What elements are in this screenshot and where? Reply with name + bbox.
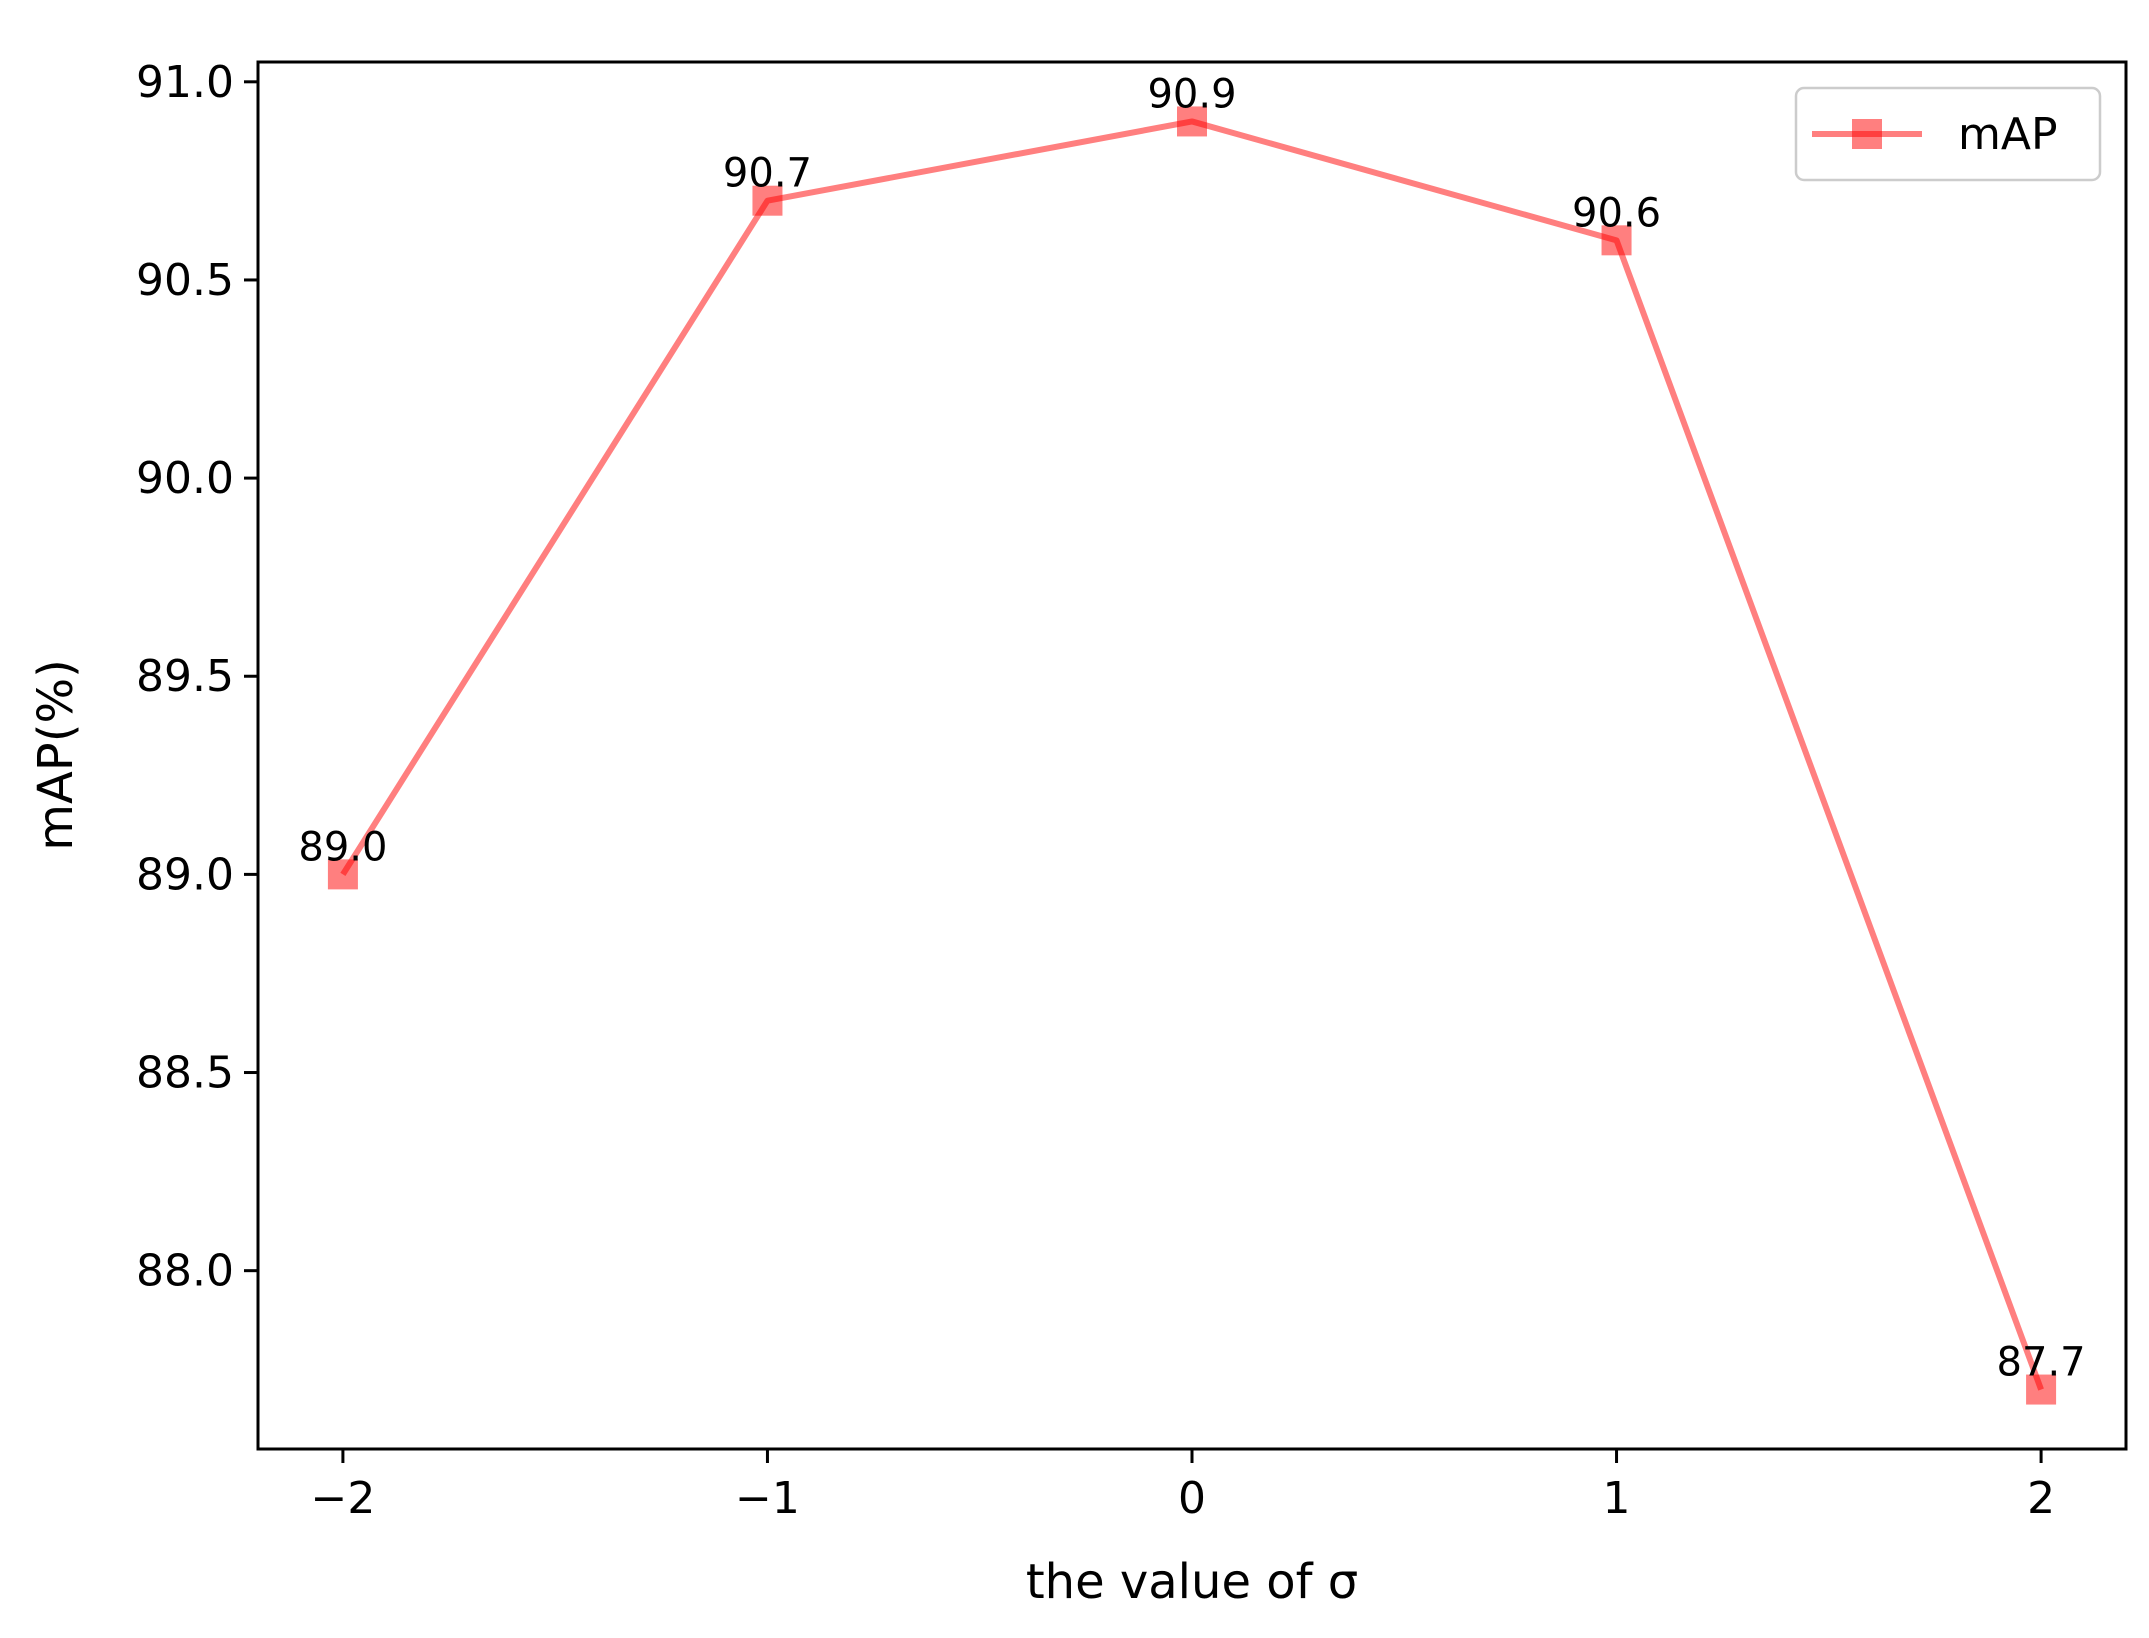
y-axis-label: mAP(%)	[28, 659, 84, 851]
y-tick-label: 89.0	[136, 849, 234, 900]
x-tick-label: −1	[735, 1473, 800, 1524]
data-point-marker	[2026, 1374, 2057, 1405]
y-tick-label: 88.5	[136, 1048, 234, 1099]
data-point-label: 90.9	[1147, 71, 1236, 117]
y-tick-label: 88.0	[136, 1246, 234, 1297]
y-tick-label: 90.5	[136, 255, 234, 306]
x-tick-label: −2	[310, 1473, 375, 1524]
y-tick-label: 89.5	[136, 651, 234, 702]
data-point-label: 90.7	[723, 151, 812, 197]
y-tick-label: 91.0	[136, 57, 234, 108]
data-point-marker	[327, 859, 358, 890]
data-point-marker	[1601, 225, 1632, 256]
legend-label: mAP	[1958, 109, 2058, 160]
x-axis-label: the value of σ	[1026, 1554, 1358, 1610]
data-point-label: 87.7	[1997, 1340, 2086, 1386]
data-point-label: 89.0	[298, 824, 387, 870]
data-point-marker	[752, 185, 783, 216]
plot-area	[256, 60, 2128, 1451]
x-axis: −2 −1 0 1 2	[310, 1449, 2055, 1524]
legend: mAP	[1794, 86, 2102, 182]
data-point-label: 90.6	[1572, 190, 1661, 236]
legend-box	[1794, 86, 2102, 182]
x-tick-label: 1	[1603, 1473, 1631, 1524]
x-tick-label: 0	[1178, 1473, 1206, 1524]
series-layer	[327, 106, 2057, 1405]
data-point-marker	[1177, 106, 1207, 137]
y-tick-label: 90.0	[136, 453, 234, 504]
y-axis: 88.0 88.5 89.0 89.5 90.0 90.5 91.0	[136, 57, 258, 1297]
legend-marker-swatch	[1852, 119, 1882, 149]
data-labels: 89.0 90.7 90.9 90.6 87.7	[298, 71, 2085, 1385]
x-tick-label: 2	[2027, 1473, 2055, 1524]
